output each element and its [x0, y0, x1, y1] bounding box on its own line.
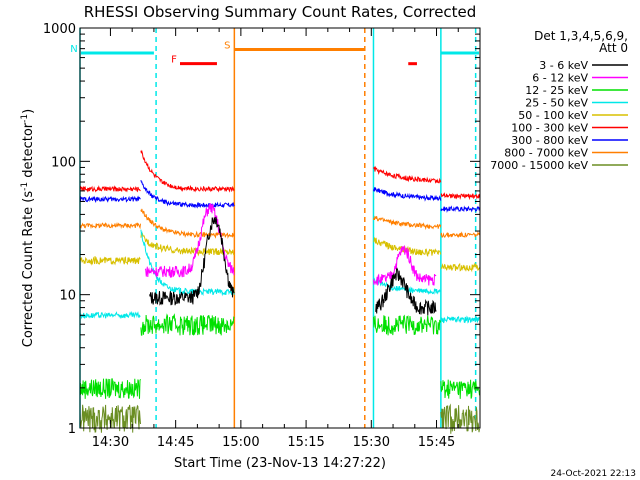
legend-label-4: 50 - 100 keV	[518, 109, 588, 122]
series-5-trace-0	[79, 184, 141, 193]
flag-label-N: N	[70, 44, 77, 55]
y-label-sup2: -1	[20, 114, 30, 123]
x-axis: 14:30 14:45 15:00 15:15 15:30 15:45	[92, 28, 459, 450]
x-tick-label-2: 15:00	[222, 435, 259, 450]
series-5-trace-3	[440, 191, 480, 201]
series-4-trace-2	[373, 236, 442, 258]
y-axis-label: Corrected Count Rate (s-1 detector-1)	[20, 109, 36, 347]
x-tick-label-3: 15:15	[287, 435, 324, 450]
series-2-trace-0	[79, 378, 141, 399]
series-4-trace-3	[440, 262, 480, 273]
x-tick-label-5: 15:45	[418, 435, 455, 450]
series-6-trace-3	[440, 205, 480, 213]
plot-area: N F S	[70, 28, 480, 434]
series-5-trace-1	[140, 149, 235, 193]
series-6-trace-1	[140, 179, 235, 209]
legend-header-line2: Att 0	[599, 41, 628, 55]
legend-label-8: 7000 - 15000 keV	[490, 159, 588, 172]
series-0-trace-0	[149, 216, 235, 306]
series-7-trace-3	[440, 231, 480, 239]
plot-frame	[79, 27, 481, 429]
y-tick-label-3: 1000	[43, 22, 76, 37]
y-axis: 1 10 100 1000	[43, 22, 480, 437]
y-label-part3: )	[21, 109, 36, 114]
series-2-trace-3	[440, 379, 480, 399]
series-7-trace-0	[79, 221, 141, 230]
y-label-sup1: -1	[20, 182, 30, 191]
x-axis-label: Start Time (23-Nov-13 14:27:22)	[174, 456, 386, 471]
series-2-trace-1	[140, 313, 235, 336]
series-4-trace-0	[79, 255, 141, 266]
x-tick-label-4: 15:30	[353, 435, 390, 450]
chart-title: RHESSI Observing Summary Count Rates, Co…	[84, 3, 477, 21]
series-4-trace-1	[140, 232, 235, 257]
series-8-trace-0	[79, 404, 141, 433]
series-6-trace-2	[373, 186, 442, 202]
x-tick-label-1: 14:45	[157, 435, 194, 450]
series-3-trace-0	[79, 311, 141, 320]
footer-date: 24-Oct-2021 22:13	[551, 469, 636, 479]
legend-label-1: 6 - 12 keV	[532, 72, 588, 85]
series-3-trace-1	[140, 229, 235, 297]
legend-label-3: 25 - 50 keV	[525, 97, 588, 110]
y-tick-label-2: 100	[51, 155, 76, 170]
series-0-trace-1	[375, 267, 437, 316]
legend-label-5: 100 - 300 keV	[511, 122, 588, 135]
series-1-trace-0	[144, 203, 235, 279]
legend-label-7: 800 - 7000 keV	[504, 147, 588, 160]
flag-label-F: F	[171, 55, 177, 66]
series-8-trace-1	[440, 403, 480, 434]
series-7-trace-1	[140, 208, 235, 239]
series-1-trace-1	[373, 245, 437, 286]
series-3-trace-3	[440, 315, 480, 324]
y-tick-label-1: 10	[59, 289, 76, 304]
series-2-trace-2	[373, 314, 442, 336]
series-7-trace-2	[373, 215, 442, 231]
y-tick-label-0: 1	[68, 422, 76, 437]
x-tick-label-0: 14:30	[92, 435, 129, 450]
y-label-part1: Corrected Count Rate (s	[21, 191, 36, 348]
series-6-trace-0	[79, 195, 141, 203]
flag-label-S: S	[224, 40, 230, 51]
legend-label-2: 12 - 25 keV	[525, 84, 588, 97]
y-label-part2: detector	[21, 122, 36, 182]
series-5-trace-2	[373, 165, 442, 184]
legend-label-0: 3 - 6 keV	[539, 59, 588, 72]
legend-header-line1: Det 1,3,4,5,6,9,	[534, 29, 628, 43]
legend-label-6: 300 - 800 keV	[511, 134, 588, 147]
